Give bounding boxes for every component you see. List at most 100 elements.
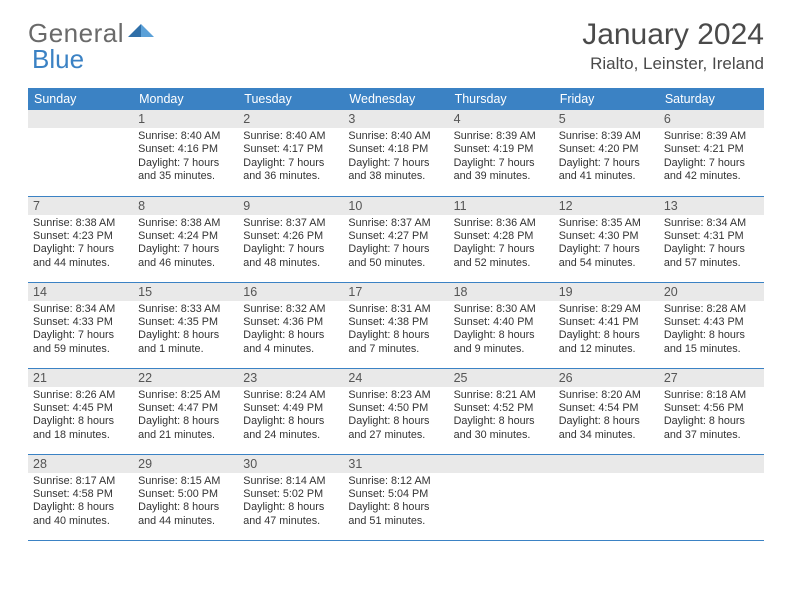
sunrise-line: Sunrise: 8:21 AM <box>454 389 536 401</box>
daylight-line: Daylight: 8 hours and 51 minutes. <box>348 501 429 526</box>
sunset-line: Sunset: 5:02 PM <box>243 488 323 500</box>
daylight-line: Daylight: 7 hours and 48 minutes. <box>243 243 324 268</box>
sunset-line: Sunset: 5:00 PM <box>138 488 218 500</box>
day-number: 18 <box>449 283 554 301</box>
day-number: 31 <box>343 455 448 473</box>
sunset-line: Sunset: 4:36 PM <box>243 316 323 328</box>
day-cell: 17Sunrise: 8:31 AMSunset: 4:38 PMDayligh… <box>343 282 448 368</box>
daylight-line: Daylight: 7 hours and 42 minutes. <box>664 157 745 182</box>
daylight-line: Daylight: 8 hours and 1 minute. <box>138 329 219 354</box>
sunset-line: Sunset: 4:50 PM <box>348 402 428 414</box>
sunset-line: Sunset: 4:24 PM <box>138 230 218 242</box>
daylight-line: Daylight: 7 hours and 39 minutes. <box>454 157 535 182</box>
day-info: Sunrise: 8:39 AMSunset: 4:19 PMDaylight:… <box>454 130 549 184</box>
location-text: Rialto, Leinster, Ireland <box>582 54 764 74</box>
day-cell: 1Sunrise: 8:40 AMSunset: 4:16 PMDaylight… <box>133 110 238 196</box>
sunrise-line: Sunrise: 8:32 AM <box>243 303 325 315</box>
day-info: Sunrise: 8:17 AMSunset: 4:58 PMDaylight:… <box>33 475 128 529</box>
empty-day-strip <box>449 455 554 473</box>
sunrise-line: Sunrise: 8:39 AM <box>559 130 641 142</box>
sunset-line: Sunset: 4:56 PM <box>664 402 744 414</box>
empty-day-strip <box>28 110 133 128</box>
sunset-line: Sunset: 4:45 PM <box>33 402 113 414</box>
sunset-line: Sunset: 4:20 PM <box>559 143 639 155</box>
day-info: Sunrise: 8:18 AMSunset: 4:56 PMDaylight:… <box>664 389 759 443</box>
sunrise-line: Sunrise: 8:18 AM <box>664 389 746 401</box>
empty-day-strip <box>554 455 659 473</box>
day-cell: 12 Sunrise: 8:35 AMSunset: 4:30 PMDayligh… <box>554 196 659 282</box>
day-info: Sunrise: 8:38 AMSunset: 4:24 PMDaylight:… <box>138 217 233 271</box>
sunrise-line: Sunrise: 8:20 AM <box>559 389 641 401</box>
sunset-line: Sunset: 4:35 PM <box>138 316 218 328</box>
sunrise-line: Sunrise: 8:38 AM <box>33 217 115 229</box>
sunrise-line: Sunrise: 8:17 AM <box>33 475 115 487</box>
week-row: 7Sunrise: 8:38 AMSunset: 4:23 PMDaylight… <box>28 196 764 282</box>
daylight-line: Daylight: 7 hours and 35 minutes. <box>138 157 219 182</box>
day-number: 20 <box>659 283 764 301</box>
daylight-line: Daylight: 7 hours and 54 minutes. <box>559 243 640 268</box>
daylight-line: Daylight: 8 hours and 27 minutes. <box>348 415 429 440</box>
sunrise-line: Sunrise: 8:37 AM <box>243 217 325 229</box>
day-cell: 13Sunrise: 8:34 AMSunset: 4:31 PMDayligh… <box>659 196 764 282</box>
daylight-line: Daylight: 8 hours and 9 minutes. <box>454 329 535 354</box>
day-cell: 29Sunrise: 8:15 AMSunset: 5:00 PMDayligh… <box>133 454 238 540</box>
day-info: Sunrise: 8:12 AMSunset: 5:04 PMDaylight:… <box>348 475 443 529</box>
day-number: 24 <box>343 369 448 387</box>
sunrise-line: Sunrise: 8:39 AM <box>664 130 746 142</box>
day-cell: 10Sunrise: 8:37 AMSunset: 4:27 PMDayligh… <box>343 196 448 282</box>
day-info: Sunrise: 8:34 AMSunset: 4:33 PMDaylight:… <box>33 303 128 357</box>
day-number: 30 <box>238 455 343 473</box>
sunset-line: Sunset: 4:18 PM <box>348 143 428 155</box>
dow-header: Tuesday <box>238 88 343 110</box>
sunrise-line: Sunrise: 8:24 AM <box>243 389 325 401</box>
day-info: Sunrise: 8:33 AMSunset: 4:35 PMDaylight:… <box>138 303 233 357</box>
day-cell: 15 Sunrise: 8:33 AMSunset: 4:35 PMDayligh… <box>133 282 238 368</box>
day-number: 9 <box>238 197 343 215</box>
sunset-line: Sunset: 4:58 PM <box>33 488 113 500</box>
day-cell: 31 Sunrise: 8:12 AMSunset: 5:04 PMDayligh… <box>343 454 448 540</box>
sunrise-line: Sunrise: 8:26 AM <box>33 389 115 401</box>
header: General January 2024 Rialto, Leinster, I… <box>28 18 764 74</box>
daylight-line: Daylight: 8 hours and 44 minutes. <box>138 501 219 526</box>
daylight-line: Daylight: 8 hours and 4 minutes. <box>243 329 324 354</box>
day-info: Sunrise: 8:38 AMSunset: 4:23 PMDaylight:… <box>33 217 128 271</box>
sunrise-line: Sunrise: 8:25 AM <box>138 389 220 401</box>
daylight-line: Daylight: 8 hours and 34 minutes. <box>559 415 640 440</box>
day-cell: 14Sunrise: 8:34 AMSunset: 4:33 PMDayligh… <box>28 282 133 368</box>
day-cell: 27Sunrise: 8:18 AMSunset: 4:56 PMDayligh… <box>659 368 764 454</box>
day-info: Sunrise: 8:31 AMSunset: 4:38 PMDaylight:… <box>348 303 443 357</box>
day-cell: 19Sunrise: 8:29 AMSunset: 4:41 PMDayligh… <box>554 282 659 368</box>
day-number: 15 <box>133 283 238 301</box>
week-row: 28Sunrise: 8:17 AMSunset: 4:58 PMDayligh… <box>28 454 764 540</box>
day-cell: 2Sunrise: 8:40 AMSunset: 4:17 PMDaylight… <box>238 110 343 196</box>
day-number: 21 <box>28 369 133 387</box>
day-info: Sunrise: 8:35 AMSunset: 4:30 PMDaylight:… <box>559 217 654 271</box>
day-cell: 23Sunrise: 8:24 AMSunset: 4:49 PMDayligh… <box>238 368 343 454</box>
sunset-line: Sunset: 4:31 PM <box>664 230 744 242</box>
title-block: January 2024 Rialto, Leinster, Ireland <box>582 18 764 74</box>
daylight-line: Daylight: 7 hours and 46 minutes. <box>138 243 219 268</box>
sunset-line: Sunset: 4:16 PM <box>138 143 218 155</box>
day-info: Sunrise: 8:39 AMSunset: 4:20 PMDaylight:… <box>559 130 654 184</box>
sunrise-line: Sunrise: 8:30 AM <box>454 303 536 315</box>
daylight-line: Daylight: 8 hours and 15 minutes. <box>664 329 745 354</box>
day-number: 16 <box>238 283 343 301</box>
sunset-line: Sunset: 4:49 PM <box>243 402 323 414</box>
sunrise-line: Sunrise: 8:40 AM <box>348 130 430 142</box>
week-row: 14Sunrise: 8:34 AMSunset: 4:33 PMDayligh… <box>28 282 764 368</box>
day-cell: 11Sunrise: 8:36 AMSunset: 4:28 PMDayligh… <box>449 196 554 282</box>
day-info: Sunrise: 8:14 AMSunset: 5:02 PMDaylight:… <box>243 475 338 529</box>
month-title: January 2024 <box>582 18 764 52</box>
daylight-line: Daylight: 7 hours and 50 minutes. <box>348 243 429 268</box>
sunrise-line: Sunrise: 8:28 AM <box>664 303 746 315</box>
sunset-line: Sunset: 4:28 PM <box>454 230 534 242</box>
day-info: Sunrise: 8:32 AMSunset: 4:36 PMDaylight:… <box>243 303 338 357</box>
sunrise-line: Sunrise: 8:40 AM <box>243 130 325 142</box>
day-cell: 26Sunrise: 8:20 AMSunset: 4:54 PMDayligh… <box>554 368 659 454</box>
day-info: Sunrise: 8:34 AMSunset: 4:31 PMDaylight:… <box>664 217 759 271</box>
sunset-line: Sunset: 4:40 PM <box>454 316 534 328</box>
day-cell: 6Sunrise: 8:39 AMSunset: 4:21 PMDaylight… <box>659 110 764 196</box>
day-number: 12 <box>554 197 659 215</box>
day-number: 5 <box>554 110 659 128</box>
day-info: Sunrise: 8:21 AMSunset: 4:52 PMDaylight:… <box>454 389 549 443</box>
